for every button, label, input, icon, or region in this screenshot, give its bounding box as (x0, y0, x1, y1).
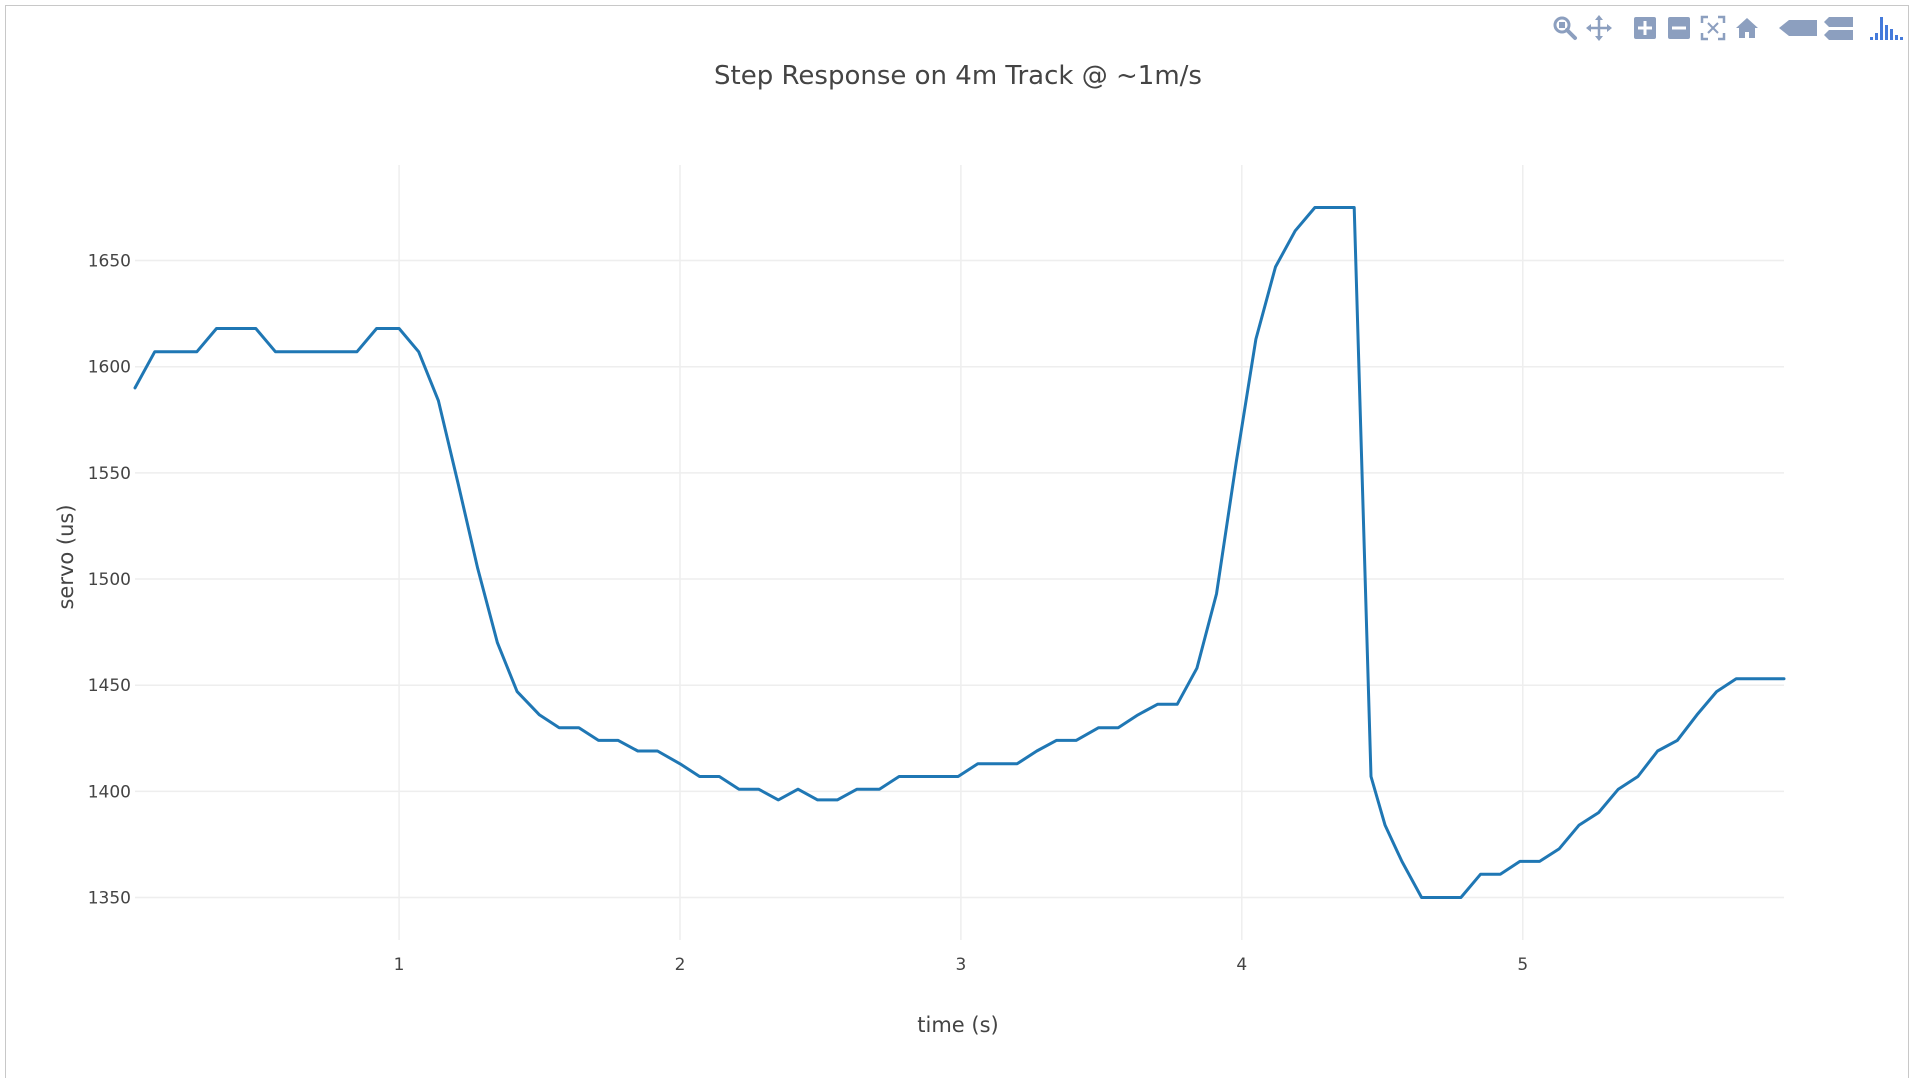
y-tick-label: 1550 (88, 464, 131, 484)
chart-title: Step Response on 4m Track @ ~1m/s (714, 61, 1202, 91)
y-axis-title: servo (us) (54, 504, 78, 609)
hover-closest-icon (1779, 20, 1817, 36)
zoom-icon (1553, 16, 1577, 40)
hover-compare-button[interactable] (1822, 12, 1856, 44)
y-tick-label: 1350 (88, 889, 131, 909)
x-axis-title: time (s) (917, 1013, 998, 1037)
zoom-in-button[interactable] (1628, 12, 1662, 44)
plotly-logo-icon (1870, 17, 1903, 40)
grid-layer (135, 165, 1784, 940)
series-layer[interactable] (133, 206, 1786, 899)
zoom-out-button[interactable] (1662, 12, 1696, 44)
pan-icon (1586, 15, 1612, 41)
y-tick-label: 1400 (88, 782, 131, 802)
series-line[interactable] (133, 206, 1786, 899)
zoom-in-icon (1634, 17, 1656, 39)
autoscale-icon (1700, 15, 1726, 41)
zoom-button[interactable] (1548, 12, 1582, 44)
modebar (1548, 12, 1908, 44)
zoom-out-icon (1668, 17, 1690, 39)
tick-layer: 1 2 3 4 5 1350 1400 1450 1500 1550 1600 1650 (88, 252, 1528, 975)
x-tick-label: 4 (1236, 955, 1247, 975)
x-tick-label: 2 (675, 955, 686, 975)
hover-compare-icon (1824, 17, 1853, 40)
x-tick-label: 1 (394, 955, 405, 975)
x-tick-label: 5 (1517, 955, 1528, 975)
reset-axes-button[interactable] (1730, 12, 1764, 44)
autoscale-button[interactable] (1696, 12, 1730, 44)
hover-closest-button[interactable] (1776, 12, 1822, 44)
pan-button[interactable] (1582, 12, 1616, 44)
y-tick-label: 1450 (88, 676, 131, 696)
plotly-logo-button[interactable] (1868, 12, 1908, 44)
chart-frame (5, 5, 1909, 1078)
x-tick-label: 3 (955, 955, 966, 975)
y-tick-label: 1600 (88, 358, 131, 378)
y-tick-label: 1650 (88, 252, 131, 272)
y-tick-label: 1500 (88, 570, 131, 590)
home-icon (1736, 18, 1758, 38)
